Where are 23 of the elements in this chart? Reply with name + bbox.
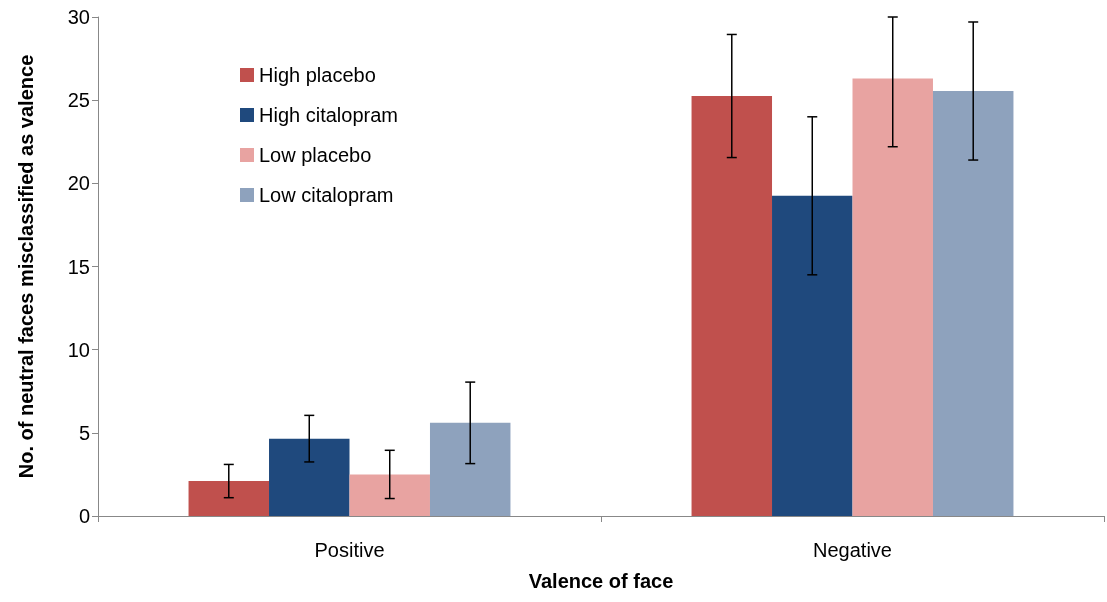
legend-label: High citalopram (259, 104, 398, 126)
bar (691, 96, 773, 516)
y-axis-title: No. of neutral faces misclassified as valence (15, 54, 37, 479)
y-tick-label: 25 (67, 89, 90, 112)
x-tick-label: Positive (314, 539, 385, 561)
x-axis-title: Valence of face (528, 570, 674, 592)
y-tick-label: 0 (78, 505, 90, 527)
y-tick-label: 5 (78, 421, 90, 444)
x-tick-label: Negative (813, 539, 892, 561)
bar (188, 481, 270, 516)
legend-label: Low placebo (259, 144, 372, 166)
bar (852, 78, 933, 516)
y-tick-label: 30 (67, 6, 90, 28)
legend-label: Low citalopram (259, 184, 394, 206)
bar (429, 422, 511, 516)
bar (349, 474, 430, 516)
legend-label: High placebo (259, 64, 376, 86)
y-tick-label: 15 (67, 255, 90, 278)
bar (772, 195, 853, 516)
y-tick-label: 10 (67, 338, 90, 361)
bar (269, 438, 350, 516)
y-tick-label: 20 (67, 172, 90, 195)
bar (932, 91, 1014, 516)
